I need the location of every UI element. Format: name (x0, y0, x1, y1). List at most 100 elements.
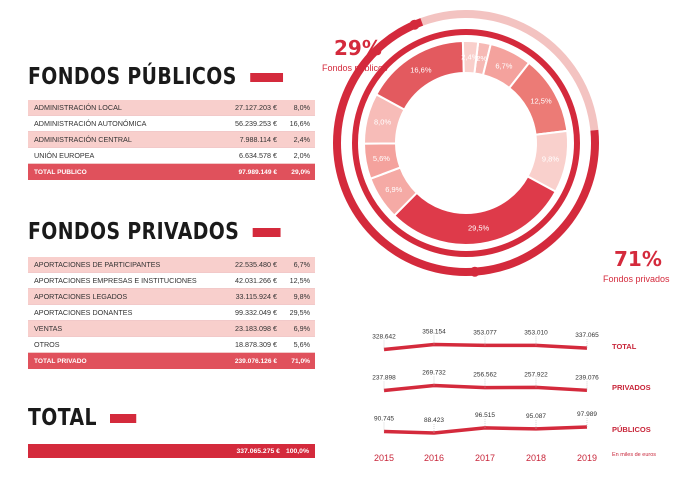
row-amount: 18.878.309 € (235, 340, 277, 349)
row-amount: 22.535.480 € (235, 260, 277, 269)
row-label: UNIÓN EUROPEA (34, 151, 95, 160)
slice-label: 2,4% (461, 53, 478, 62)
row-label: APORTACIONES DONANTES (34, 308, 133, 317)
year-tick-label: 2017 (475, 453, 495, 463)
total-label: TOTAL PRIVADO (34, 357, 87, 365)
point-label: 90.745 (374, 416, 394, 423)
row-amount: 33.115.924 € (235, 292, 277, 301)
heading-accent-bar (249, 73, 283, 82)
table-row: ADMINISTRACIÓN CENTRAL 7.988.114 € 2,4% (28, 132, 315, 148)
row-amount: 23.183.098 € (235, 324, 277, 333)
public-funds-table: ADMINISTRACIÓN LOCAL 27.127.203 €8,0% ADMI… (28, 100, 315, 180)
slice-label: 9,8% (542, 155, 559, 164)
row-pct: 12,5% (289, 276, 310, 285)
table-row: VENTAS 23.183.098 € 6,9% (28, 321, 315, 337)
row-amount: 7.988.114 € (239, 135, 277, 144)
row-pct: 6,7% (293, 260, 310, 269)
row-pct: 8,0% (293, 103, 310, 112)
trend-line (383, 425, 588, 435)
row-label: ADMINISTRACIÓN LOCAL (34, 103, 122, 112)
slice-label: 6,9% (385, 185, 402, 194)
row-amount: 99.332.049 € (235, 308, 277, 317)
table-row: APORTACIONES DONANTES 99.332.049 € 29,5% (28, 305, 315, 321)
total-heading: TOTAL (28, 405, 137, 431)
table-row: ADMINISTRACIÓN AUTONÓMICA 56.239.253 € 16,… (28, 116, 315, 132)
row-amount: 42.031.266 € (235, 276, 277, 285)
point-label: 353.077 (473, 329, 497, 336)
heading-accent-bar (110, 414, 137, 423)
private-funds-table: APORTACIONES DE PARTICIPANTES 22.535.480 … (28, 257, 315, 369)
series-label-publicos: PÚBLICOS (612, 425, 651, 434)
donut-slice (461, 40, 480, 75)
private-pct-label: 71% (614, 247, 662, 271)
year-tick-label: 2016 (424, 453, 444, 463)
private-funds-heading: FONDOS PRIVADOS (28, 219, 281, 245)
point-label: 353.010 (524, 329, 548, 336)
total-amount: 97.989.149 € (238, 168, 277, 176)
row-pct: 5,6% (293, 340, 310, 349)
private-funds-label: Fondos privados (603, 274, 670, 284)
total-pct: 29,0% (291, 168, 310, 176)
row-pct: 29,5% (289, 308, 310, 317)
units-note: En miles de euros (612, 452, 657, 458)
row-pct: 6,9% (293, 324, 310, 333)
table-row: APORTACIONES EMPRESAS E INSTITUCIONES 42.… (28, 273, 315, 289)
series-label-privados: PRIVADOS (612, 383, 651, 392)
row-label: APORTACIONES EMPRESAS E INSTITUCIONES (34, 276, 197, 285)
grand-total-amount: 337.065.275 € (236, 447, 280, 455)
heading-accent-bar (252, 228, 281, 237)
point-label: 337.065 (575, 332, 599, 339)
slice-label: 16,6% (410, 65, 432, 74)
year-tick-label: 2015 (374, 453, 394, 463)
point-label: 239.076 (575, 374, 599, 381)
row-label: VENTAS (34, 324, 63, 333)
table-row: UNIÓN EUROPEA 6.634.578 € 2,0% (28, 148, 315, 164)
point-label: 97.989 (577, 411, 597, 418)
total-pct: 71,0% (291, 357, 310, 365)
row-amount: 27.127.203 € (235, 103, 277, 112)
row-label: OTROS (34, 340, 60, 349)
row-amount: 56.239.253 € (235, 119, 277, 128)
inner-ring (352, 29, 580, 257)
table-row: APORTACIONES DE PARTICIPANTES 22.535.480 … (28, 257, 315, 273)
row-amount: 6.634.578 € (239, 151, 277, 160)
slice-label: 29,5% (468, 224, 490, 233)
table-total-row: TOTAL PRIVADO 239.076.126 € 71,0% (28, 353, 315, 369)
total-amount: 239.076.126 € (234, 357, 277, 365)
trend-line (383, 342, 588, 352)
ring-marker-private (469, 266, 480, 277)
public-pct-label: 29% (334, 36, 382, 60)
row-pct: 16,6% (289, 119, 310, 128)
table-total-row: TOTAL PÚBLICO 97.989.149 € 29,0% (28, 164, 315, 180)
row-label: ADMINISTRACIÓN AUTONÓMICA (34, 119, 147, 128)
point-label: 237.898 (372, 375, 396, 382)
point-label: 95.087 (526, 413, 546, 420)
row-pct: 2,4% (293, 135, 310, 144)
slice-label: 8,0% (374, 118, 391, 127)
row-label: APORTACIONES LEGADOS (34, 292, 128, 301)
total-label: TOTAL PÚBLICO (34, 168, 87, 176)
row-pct: 9,8% (293, 292, 310, 301)
point-label: 257.922 (524, 371, 548, 378)
slice-label: 6,7% (495, 61, 512, 70)
point-label: 269.732 (422, 370, 446, 377)
row-label: ADMINISTRACIÓN CENTRAL (34, 135, 132, 144)
year-tick-label: 2018 (526, 453, 546, 463)
table-row: ADMINISTRACIÓN LOCAL 27.127.203 € 8,0% (28, 100, 315, 116)
table-row: OTROS 18.878.309 € 5,6% (28, 337, 315, 353)
ring-marker-public (409, 19, 420, 30)
series-label-total: TOTAL (612, 342, 637, 351)
row-label: APORTACIONES DE PARTICIPANTES (34, 260, 161, 269)
table-row: APORTACIONES LEGADOS 33.115.924 € 9,8% (28, 289, 315, 305)
point-label: 328.642 (372, 334, 396, 341)
slice-label: 5,6% (373, 154, 390, 163)
point-label: 256.562 (473, 372, 497, 379)
slice-label: 2% (476, 54, 487, 63)
row-pct: 2,0% (293, 151, 310, 160)
point-label: 96.515 (475, 412, 495, 419)
point-label: 358.154 (422, 329, 446, 336)
year-tick-label: 2019 (577, 453, 597, 463)
grand-total-pct: 100,0% (285, 447, 309, 455)
